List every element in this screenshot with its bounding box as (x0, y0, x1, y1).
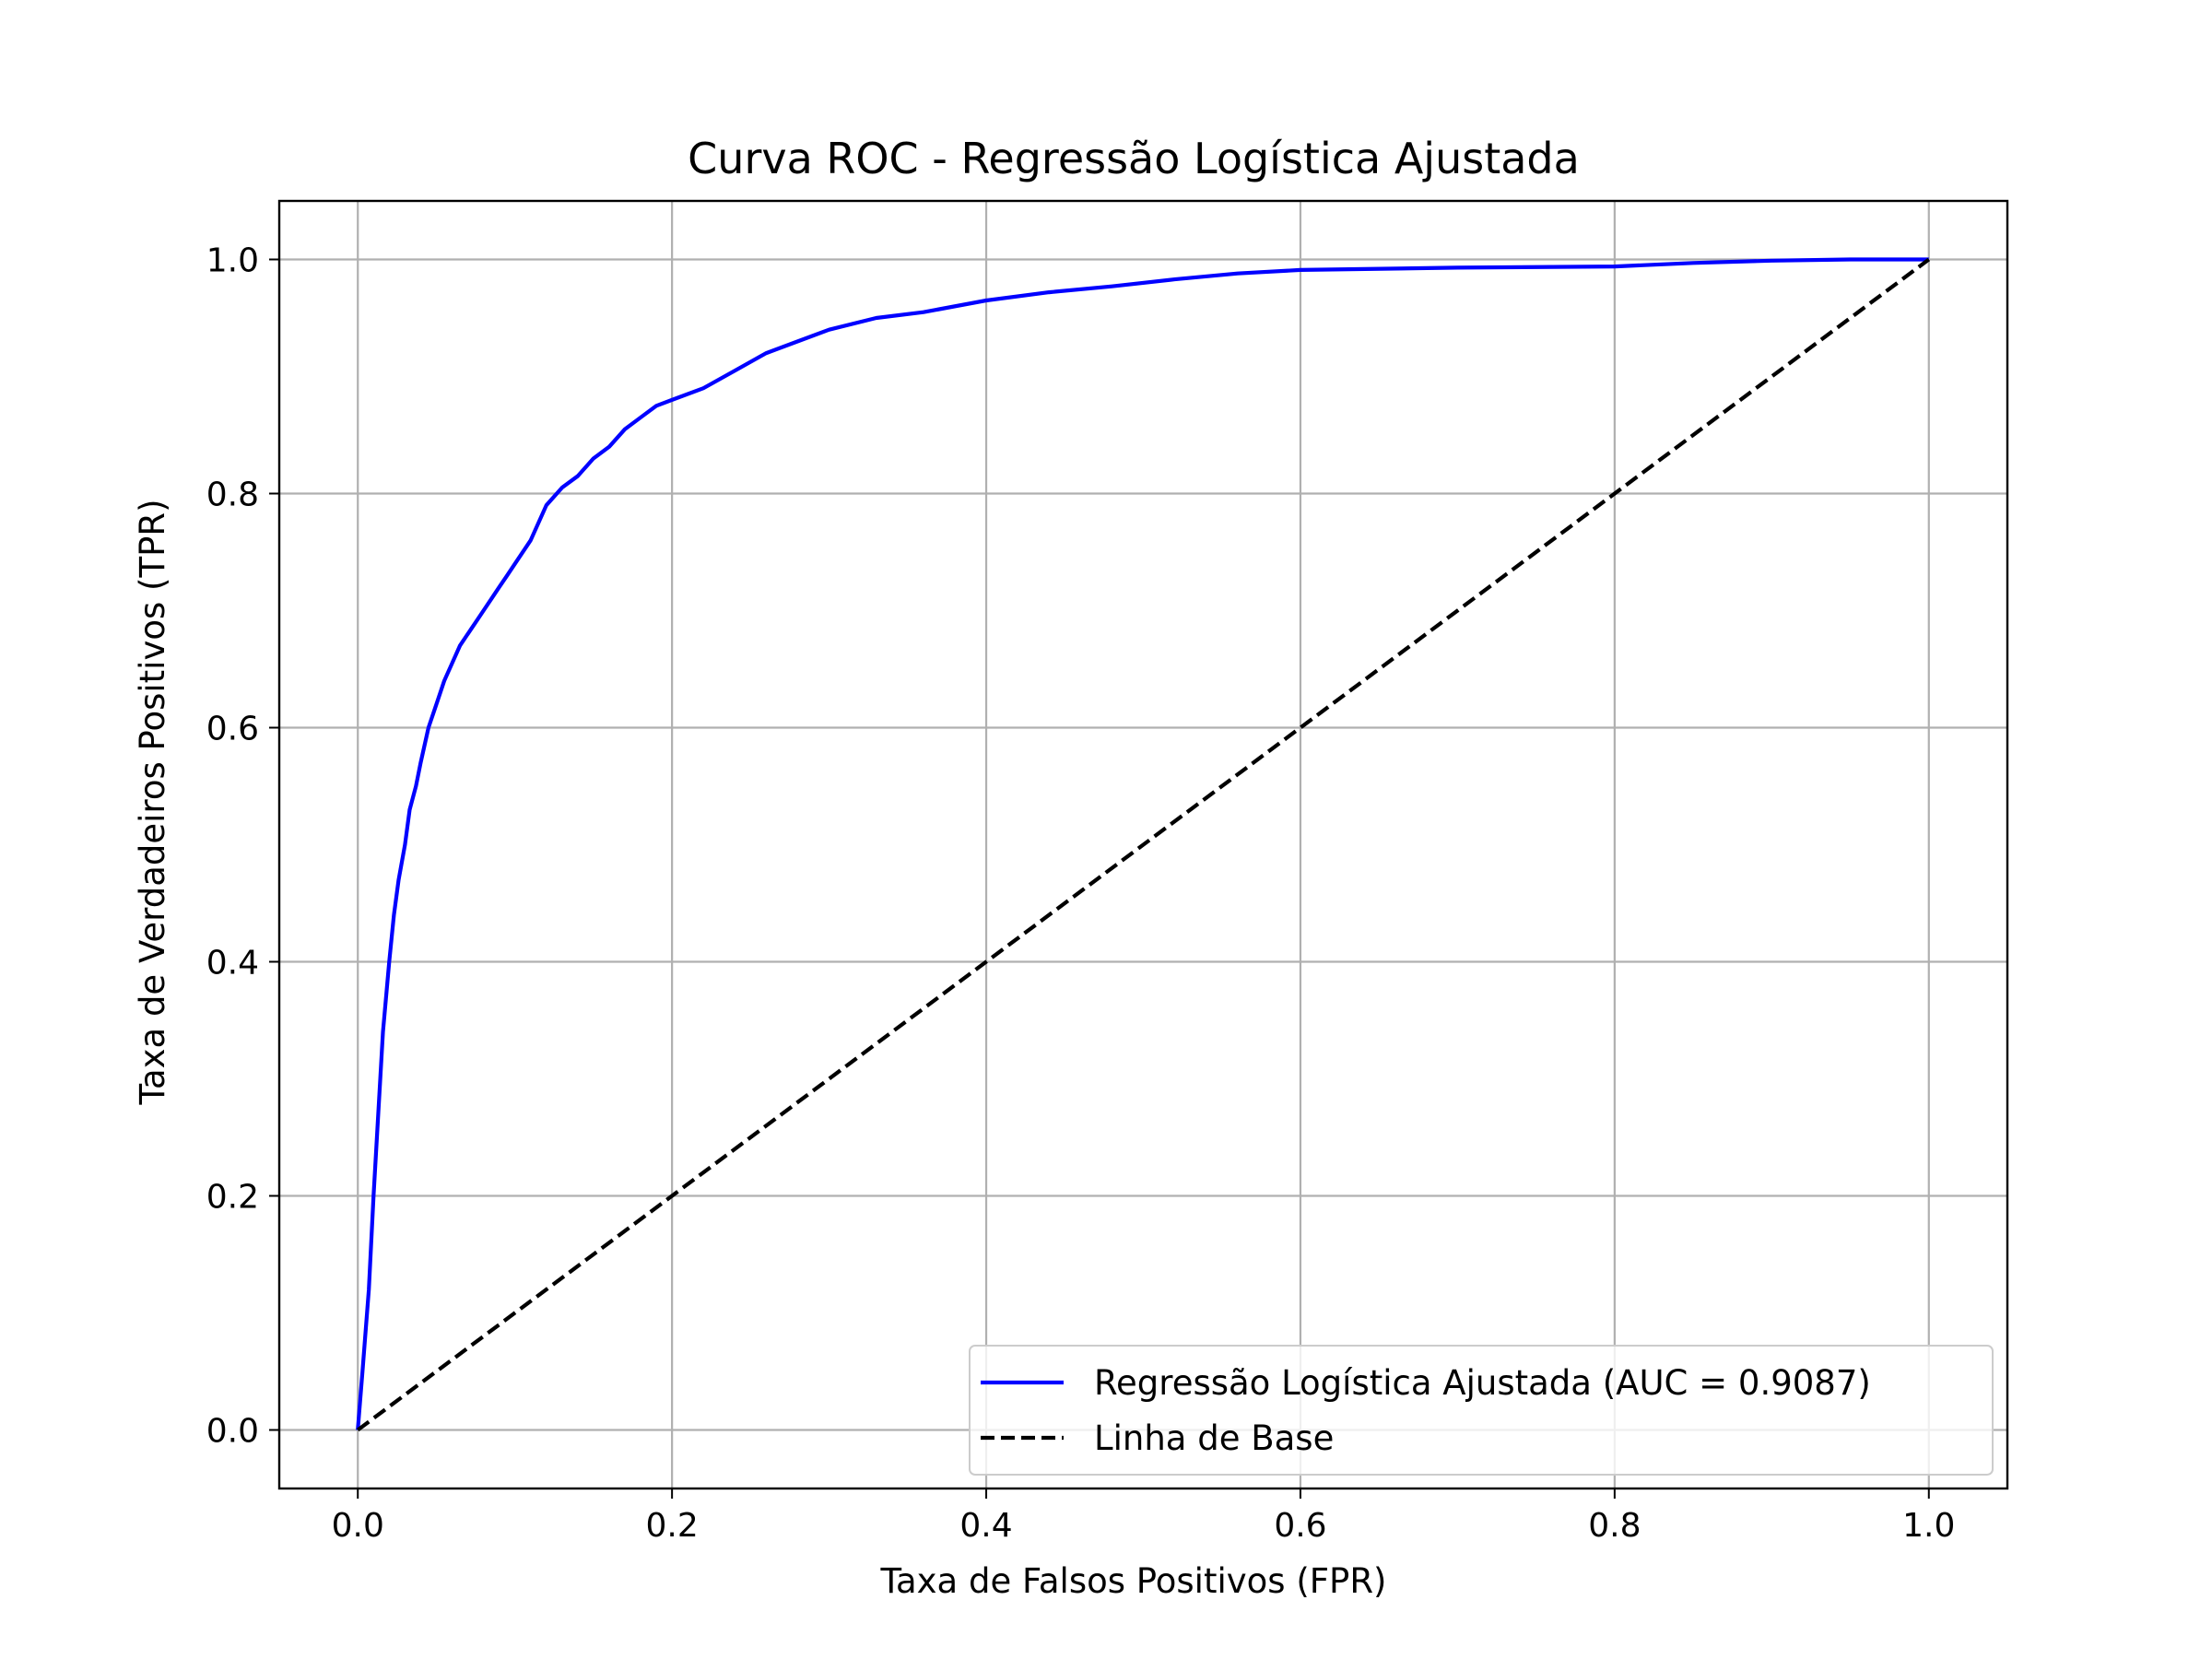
y-axis-label: Taxa de Verdadeiros Positivos (TPR) (133, 499, 172, 1105)
x-tick-label: 0.0 (332, 1507, 384, 1545)
y-tick-label: 1.0 (206, 242, 259, 280)
axes-frame (277, 199, 2009, 1490)
legend-box (969, 1345, 1994, 1476)
grid-lines (279, 201, 2007, 1488)
baseline-series-line (356, 257, 1931, 1432)
x-axis-label: Taxa de Falsos Positivos (FPR) (879, 1561, 1386, 1601)
legend-label: Linha de Base (1094, 1418, 1334, 1458)
x-tick-label: 0.6 (1274, 1507, 1326, 1545)
y-tick-label: 0.2 (206, 1179, 259, 1217)
x-tick-label: 0.8 (1588, 1507, 1641, 1545)
series-lines (356, 257, 1931, 1432)
axis-ticks: 0.0 0.2 0.4 0.6 0.8 1.0 0.0 0.2 0.4 0.6 0.8 1.0 (206, 242, 1956, 1546)
roc-series-line (356, 257, 1929, 1430)
y-tick-label: 0.0 (206, 1413, 259, 1451)
x-tick-label: 0.4 (959, 1507, 1012, 1545)
chart-title: Curva ROC - Regressão Logística Ajustada (688, 134, 1580, 183)
y-tick-label: 0.8 (206, 477, 259, 514)
y-tick-label: 0.6 (206, 711, 259, 748)
legend: Regressão Logística Ajustada (AUC = 0.90… (969, 1345, 1994, 1476)
x-tick-label: 1.0 (1902, 1507, 1955, 1545)
y-tick-label: 0.4 (206, 945, 259, 982)
legend-label: Regressão Logística Ajustada (AUC = 0.90… (1094, 1363, 1871, 1403)
x-tick-label: 0.2 (646, 1507, 699, 1545)
